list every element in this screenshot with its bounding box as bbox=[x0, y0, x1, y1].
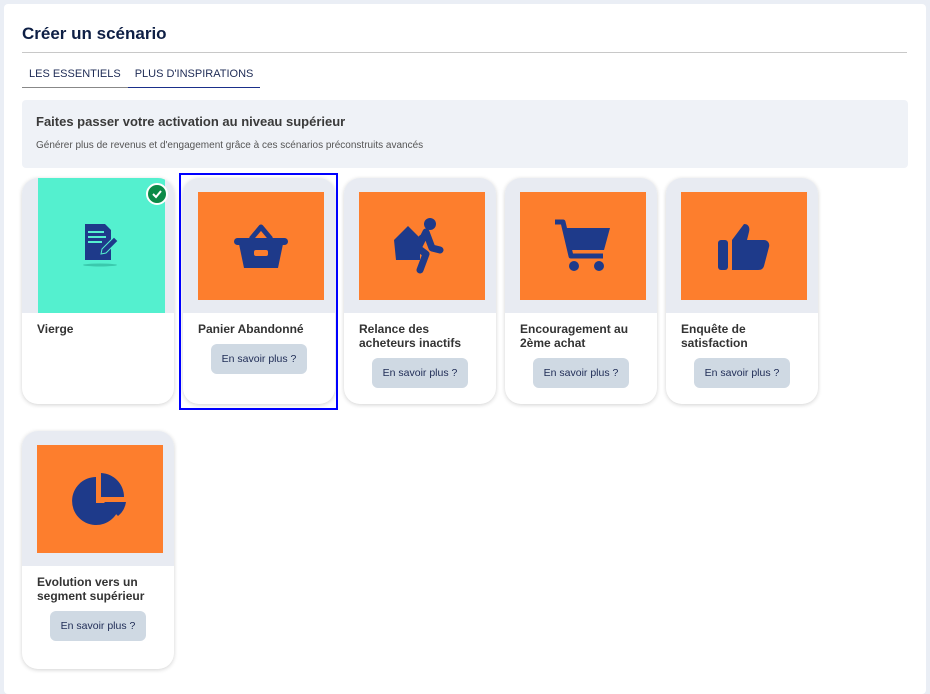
card-title: Panier Abandonné bbox=[198, 322, 304, 336]
card-title: Evolution vers un segment supérieur bbox=[37, 575, 145, 603]
card-image bbox=[359, 192, 485, 300]
learn-more-button[interactable]: En savoir plus ? bbox=[372, 358, 468, 388]
cart-icon bbox=[555, 219, 610, 271]
basket-icon bbox=[234, 224, 288, 268]
card-title: Relance des acheteurs inactifs bbox=[359, 322, 462, 350]
walking-person-icon bbox=[394, 218, 444, 274]
card-title: Enquête de satisfaction bbox=[681, 322, 748, 350]
page-title: Créer un scénario bbox=[22, 24, 167, 43]
tab-les-essentiels[interactable]: LES ESSENTIELS bbox=[22, 68, 128, 88]
divider bbox=[22, 52, 907, 53]
card-relance-acheteurs[interactable]: Relance des acheteurs inactifs En savoir… bbox=[344, 178, 496, 404]
learn-more-button[interactable]: En savoir plus ? bbox=[211, 344, 307, 374]
check-icon bbox=[146, 183, 168, 205]
tab-plus-inspirations[interactable]: PLUS D'INSPIRATIONS bbox=[127, 68, 261, 88]
document-edit-icon bbox=[82, 223, 119, 266]
card-image bbox=[520, 192, 646, 300]
card-vierge[interactable]: Vierge bbox=[22, 178, 174, 404]
card-evolution-segment[interactable]: Evolution vers un segment supérieur En s… bbox=[22, 431, 174, 669]
card-image bbox=[681, 192, 807, 300]
learn-more-button[interactable]: En savoir plus ? bbox=[694, 358, 790, 388]
tabs: LES ESSENTIELS PLUS D'INSPIRATIONS bbox=[22, 68, 261, 88]
card-image bbox=[38, 178, 165, 313]
card-image bbox=[198, 192, 324, 300]
banner-text: Générer plus de revenus et d'engagement … bbox=[36, 140, 424, 151]
info-banner: Faites passer votre activation au niveau… bbox=[22, 100, 908, 168]
card-title: Vierge bbox=[37, 322, 74, 336]
card-image bbox=[37, 445, 163, 553]
card-panier-abandonne[interactable]: Panier Abandonné En savoir plus ? bbox=[183, 178, 335, 404]
card-enquete-satisfaction[interactable]: Enquête de satisfaction En savoir plus ? bbox=[666, 178, 818, 404]
banner-heading: Faites passer votre activation au niveau… bbox=[36, 114, 346, 129]
learn-more-button[interactable]: En savoir plus ? bbox=[50, 611, 146, 641]
pie-chart-icon bbox=[72, 473, 126, 525]
card-encouragement-2eme-achat[interactable]: Encouragement au 2ème achat En savoir pl… bbox=[505, 178, 657, 404]
card-title: Encouragement au 2ème achat bbox=[520, 322, 629, 350]
selection-highlight bbox=[179, 173, 338, 410]
thumbs-up-icon bbox=[718, 224, 770, 270]
learn-more-button[interactable]: En savoir plus ? bbox=[533, 358, 629, 388]
